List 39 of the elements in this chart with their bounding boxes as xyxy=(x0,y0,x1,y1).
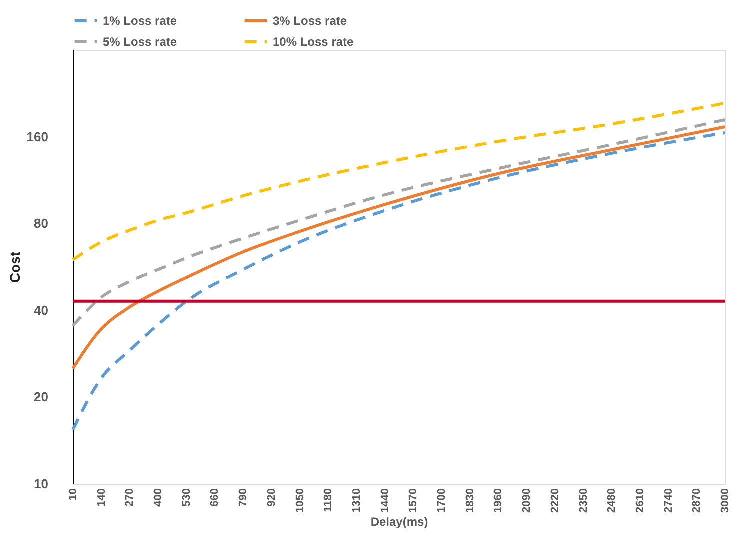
x-tick-label: 10 xyxy=(68,488,80,501)
x-tick-label: 2480 xyxy=(606,488,618,513)
x-tick-label: 1180 xyxy=(322,488,335,512)
x-tick-label: 1440 xyxy=(379,488,392,513)
y-tick-label: 20 xyxy=(34,390,48,405)
legend-label: 3% Loss rate xyxy=(273,14,348,28)
line-series xyxy=(72,126,726,370)
x-tick-label: 2220 xyxy=(549,488,562,513)
y-tick-label: 160 xyxy=(26,129,48,144)
x-tick-label: 920 xyxy=(266,488,278,507)
x-tick-label: 2740 xyxy=(662,488,675,513)
x-tick-label: 660 xyxy=(209,488,222,507)
x-tick-label: 2350 xyxy=(578,488,590,513)
legend-label: 5% Loss rate xyxy=(103,35,178,49)
line-series xyxy=(72,118,726,328)
x-tick-label: 2610 xyxy=(634,488,646,513)
x-tick-label: 1700 xyxy=(436,488,448,513)
x-tick-label: 530 xyxy=(180,488,193,507)
x-tick-label: 790 xyxy=(238,488,250,507)
line-series xyxy=(72,131,726,432)
x-tick-label: 1570 xyxy=(408,488,420,513)
y-tick-label: 10 xyxy=(34,476,48,492)
x-tick-label: 2870 xyxy=(691,488,704,513)
x-tick-label: 270 xyxy=(124,488,136,507)
x-axis-title: Delay(ms) xyxy=(370,514,428,529)
y-axis-title: Cost xyxy=(6,252,23,284)
x-tick-label: 1310 xyxy=(350,488,363,513)
x-tick-label: 1050 xyxy=(294,488,306,513)
x-tick-label: 140 xyxy=(96,488,108,507)
x-tick-label: 1830 xyxy=(464,488,476,513)
legend-label: 10% Loss rate xyxy=(273,35,354,49)
y-tick-label: 40 xyxy=(34,302,48,318)
y-tick-label: 80 xyxy=(34,216,48,232)
x-tick-label: 1960 xyxy=(492,488,505,513)
x-tick-label: 400 xyxy=(152,488,165,507)
legend-label: 1% Loss rate xyxy=(103,14,178,28)
line-series xyxy=(72,102,726,262)
x-tick-label: 3000 xyxy=(720,488,732,513)
x-tick-label: 2090 xyxy=(521,488,534,513)
